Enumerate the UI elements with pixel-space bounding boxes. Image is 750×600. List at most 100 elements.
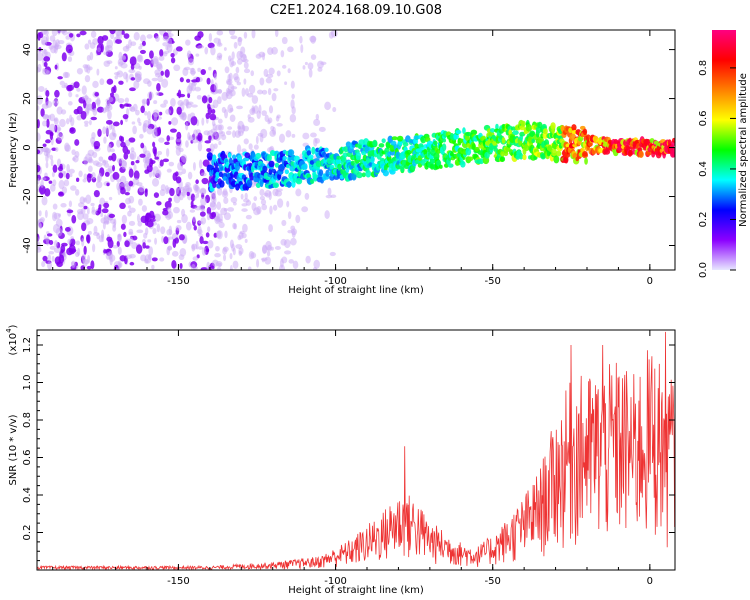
- heatmap-noise-cell: [90, 136, 96, 145]
- heatmap-ridge-cell: [505, 146, 511, 152]
- heatmap-ridge-cell: [382, 169, 389, 177]
- heatmap-noise-cell: [332, 107, 337, 113]
- heatmap-noise-cell: [43, 30, 49, 36]
- heatmap-noise-cell: [223, 47, 227, 51]
- heatmap-noise-cell: [268, 67, 275, 75]
- heatmap-noise-cell: [273, 88, 279, 92]
- heatmap-noise-cell: [221, 106, 226, 114]
- heatmap-noise-cell: [295, 188, 302, 197]
- heatmap-noise-cell: [209, 202, 217, 211]
- heatmap-noise-cell: [106, 103, 111, 109]
- heatmap-noise-cell: [208, 135, 212, 141]
- heatmap-noise-cell: [255, 53, 262, 59]
- heatmap-noise-cell: [52, 164, 58, 173]
- heatmap-noise-cell: [112, 171, 120, 180]
- heatmap-noise-cell: [205, 232, 210, 238]
- heatmap-noise-cell: [201, 177, 209, 185]
- heatmap-noise-cell: [156, 223, 161, 233]
- heatmap-noise-cell: [241, 124, 245, 134]
- heatmap-noise-cell: [48, 240, 54, 246]
- heatmap-noise-cell: [40, 180, 44, 188]
- heatmap-ridge-cell: [519, 131, 526, 137]
- heatmap-noise-cell: [67, 101, 73, 106]
- heatmap-noise-cell: [239, 51, 244, 58]
- heatmap-noise-cell: [75, 177, 80, 182]
- heatmap-noise-cell: [66, 84, 73, 92]
- heatmap-noise-cell: [186, 191, 190, 197]
- heatmap-noise-cell: [74, 139, 80, 146]
- heatmap-noise-cell: [227, 126, 233, 130]
- heatmap-noise-cell: [65, 35, 71, 40]
- heatmap-noise-cell: [251, 95, 259, 104]
- heatmap-ridge-cell: [474, 146, 480, 152]
- heatmap-noise-cell: [199, 211, 206, 217]
- heatmap-noise-cell: [158, 55, 165, 61]
- heatmap-noise-cell: [128, 39, 132, 49]
- heatmap-noise-cell: [149, 50, 154, 59]
- heatmap-noise-cell: [119, 103, 123, 108]
- heatmap-noise-cell: [67, 56, 73, 62]
- heatmap-noise-cell: [42, 143, 47, 148]
- heatmap-noise-cell: [96, 106, 105, 113]
- heatmap-ridge-cell: [311, 146, 316, 155]
- heatmap-noise-cell: [160, 70, 164, 76]
- heatmap-noise-cell: [159, 189, 166, 197]
- snr-frame: [36, 329, 676, 571]
- heatmap-noise-cell: [213, 143, 218, 149]
- heatmap-noise-cell: [200, 188, 207, 195]
- heatmap-noise-cell: [165, 109, 172, 115]
- heatmap-noise-cell: [279, 264, 286, 270]
- heatmap-noise-cell: [214, 253, 221, 258]
- heatmap-noise-cell: [228, 30, 236, 36]
- heatmap-noise-cell: [116, 157, 124, 164]
- heatmap-noise-cell: [109, 148, 115, 153]
- heatmap-ridge-cell: [391, 136, 398, 141]
- heatmap-noise-cell: [141, 40, 146, 46]
- heatmap-ridge-cell: [306, 150, 312, 156]
- heatmap-noise-cell: [313, 259, 320, 269]
- heatmap-noise-cell: [223, 254, 227, 262]
- heatmap-noise-cell: [186, 85, 193, 95]
- heatmap-noise-cell: [58, 172, 64, 179]
- heatmap-noise-cell: [237, 125, 242, 130]
- heatmap-ridge-cell: [571, 124, 577, 131]
- heatmap-noise-cell: [75, 251, 80, 257]
- heatmap-noise-cell: [124, 240, 130, 248]
- heatmap-noise-cell: [155, 35, 160, 42]
- heatmap-noise-cell: [262, 244, 267, 254]
- heatmap-noise-cell: [170, 57, 176, 64]
- heatmap-ridge-cell: [462, 127, 466, 135]
- heatmap-noise-cell: [209, 113, 217, 121]
- heatmap-noise-cell: [272, 204, 278, 211]
- heatmap-noise-cell: [101, 208, 109, 214]
- heatmap-noise-cell: [244, 238, 248, 243]
- heatmap-noise-cell: [70, 116, 75, 127]
- heatmap-noise-cell: [167, 30, 172, 35]
- heatmap-ridge-cell: [324, 147, 329, 152]
- heatmap-noise-cell: [153, 213, 161, 222]
- heatmap-noise-cell: [91, 209, 97, 215]
- heatmap-noise-cell: [192, 216, 196, 223]
- heatmap-noise-cell: [70, 185, 77, 191]
- heatmap-noise-cell: [116, 182, 121, 191]
- heatmap-noise-cell: [37, 95, 43, 105]
- heatmap-noise-cell: [253, 144, 259, 150]
- heatmap-noise-cell: [84, 123, 89, 127]
- heatmap-noise-cell: [211, 211, 217, 218]
- heatmap-noise-cell: [299, 35, 303, 44]
- heatmap-noise-cell: [216, 266, 222, 270]
- heatmap-noise-cell: [199, 236, 204, 245]
- heatmap-ridge-cell: [447, 163, 454, 168]
- heatmap-noise-cell: [287, 46, 294, 53]
- heatmap-noise-cell: [67, 238, 72, 245]
- heatmap-noise-cell: [54, 89, 60, 98]
- heatmap-noise-cell: [241, 208, 248, 212]
- heatmap-noise-cell: [117, 260, 122, 269]
- heatmap-noise-cell: [50, 183, 56, 192]
- heatmap-noise-cell: [175, 146, 181, 156]
- spectrogram-y-tick-label: 0: [22, 144, 33, 150]
- heatmap-noise-cell: [128, 195, 135, 204]
- heatmap-noise-cell: [267, 87, 272, 96]
- spectrogram-frame: [36, 29, 676, 271]
- spectrogram-y-tick-label: -40: [22, 237, 33, 253]
